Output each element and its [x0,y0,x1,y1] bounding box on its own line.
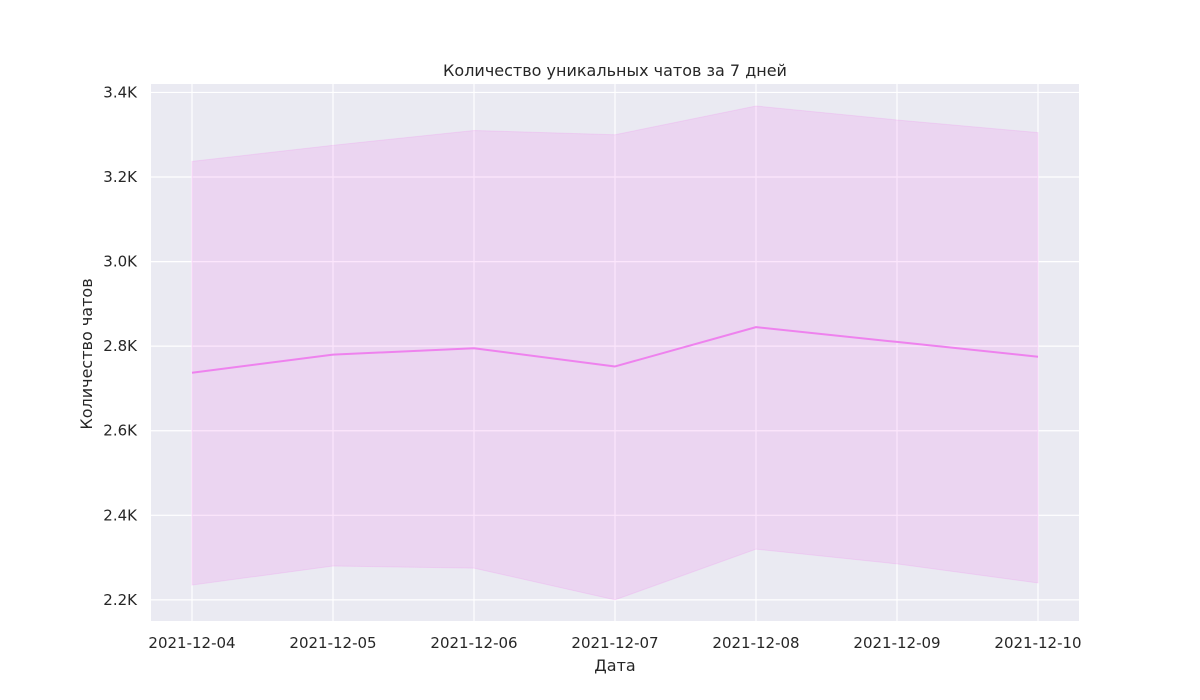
y-tick-label: 3.4K [103,83,138,101]
x-tick-label: 2021-12-09 [853,634,940,652]
y-tick-label: 2.8K [103,337,138,355]
x-tick-label: 2021-12-05 [289,634,376,652]
y-tick-labels: 2.2K 2.4K 2.6K 2.8K 3.0K 3.2K 3.4K [103,83,138,608]
x-tick-labels: 2021-12-04 2021-12-05 2021-12-06 2021-12-07… [148,634,1081,652]
y-axis-label: Количество чатов [77,278,96,429]
y-tick-label: 2.4K [103,506,138,524]
y-tick-label: 3.0K [103,253,138,271]
chart-title: Количество уникальных чатов за 7 дней [443,61,787,80]
x-tick-label: 2021-12-10 [994,634,1081,652]
x-tick-label: 2021-12-04 [148,634,235,652]
x-tick-label: 2021-12-08 [712,634,799,652]
x-axis-label: Дата [594,656,635,675]
y-tick-label: 3.2K [103,168,138,186]
y-tick-label: 2.6K [103,422,138,440]
x-tick-label: 2021-12-07 [571,634,658,652]
y-tick-label: 2.2K [103,591,138,609]
x-tick-label: 2021-12-06 [430,634,517,652]
confidence-band [192,106,1038,600]
